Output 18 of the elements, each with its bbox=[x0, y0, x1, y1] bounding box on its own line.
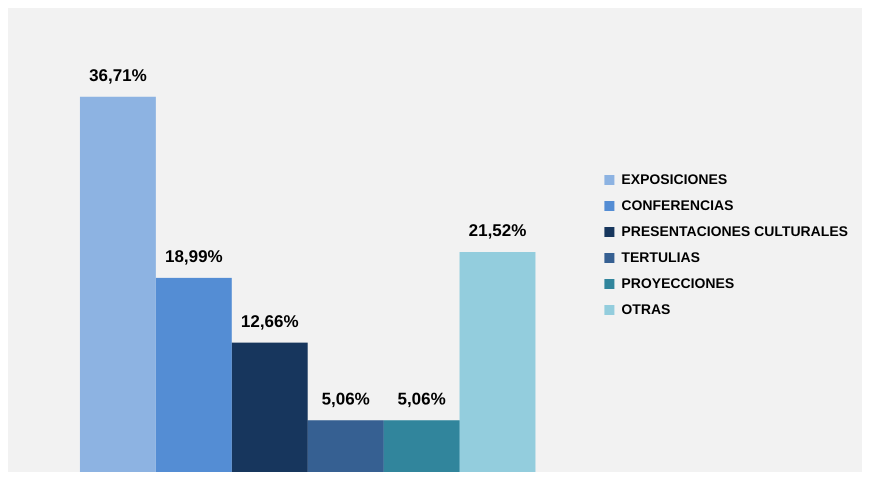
data-label: 12,66% bbox=[240, 312, 299, 331]
bar bbox=[80, 96, 156, 472]
legend-label: TERTULIAS bbox=[621, 248, 700, 265]
legend-label: PROYECCIONES bbox=[621, 274, 734, 291]
legend-label: CONFERENCIAS bbox=[621, 196, 734, 213]
bar bbox=[384, 420, 460, 472]
legend-label: OTRAS bbox=[621, 300, 670, 317]
bar bbox=[232, 342, 308, 472]
data-label: 21,52% bbox=[468, 221, 526, 240]
bar bbox=[308, 420, 384, 472]
data-label: 36,71% bbox=[89, 66, 147, 85]
bar bbox=[156, 278, 232, 472]
bar bbox=[460, 252, 536, 472]
legend-label: PRESENTACIONES CULTURALES bbox=[621, 222, 848, 239]
data-label: 5,06% bbox=[322, 389, 370, 408]
data-label: 5,06% bbox=[397, 389, 446, 408]
legend-label: EXPOSICIONES bbox=[621, 170, 728, 187]
data-label: 18,99% bbox=[164, 247, 223, 266]
